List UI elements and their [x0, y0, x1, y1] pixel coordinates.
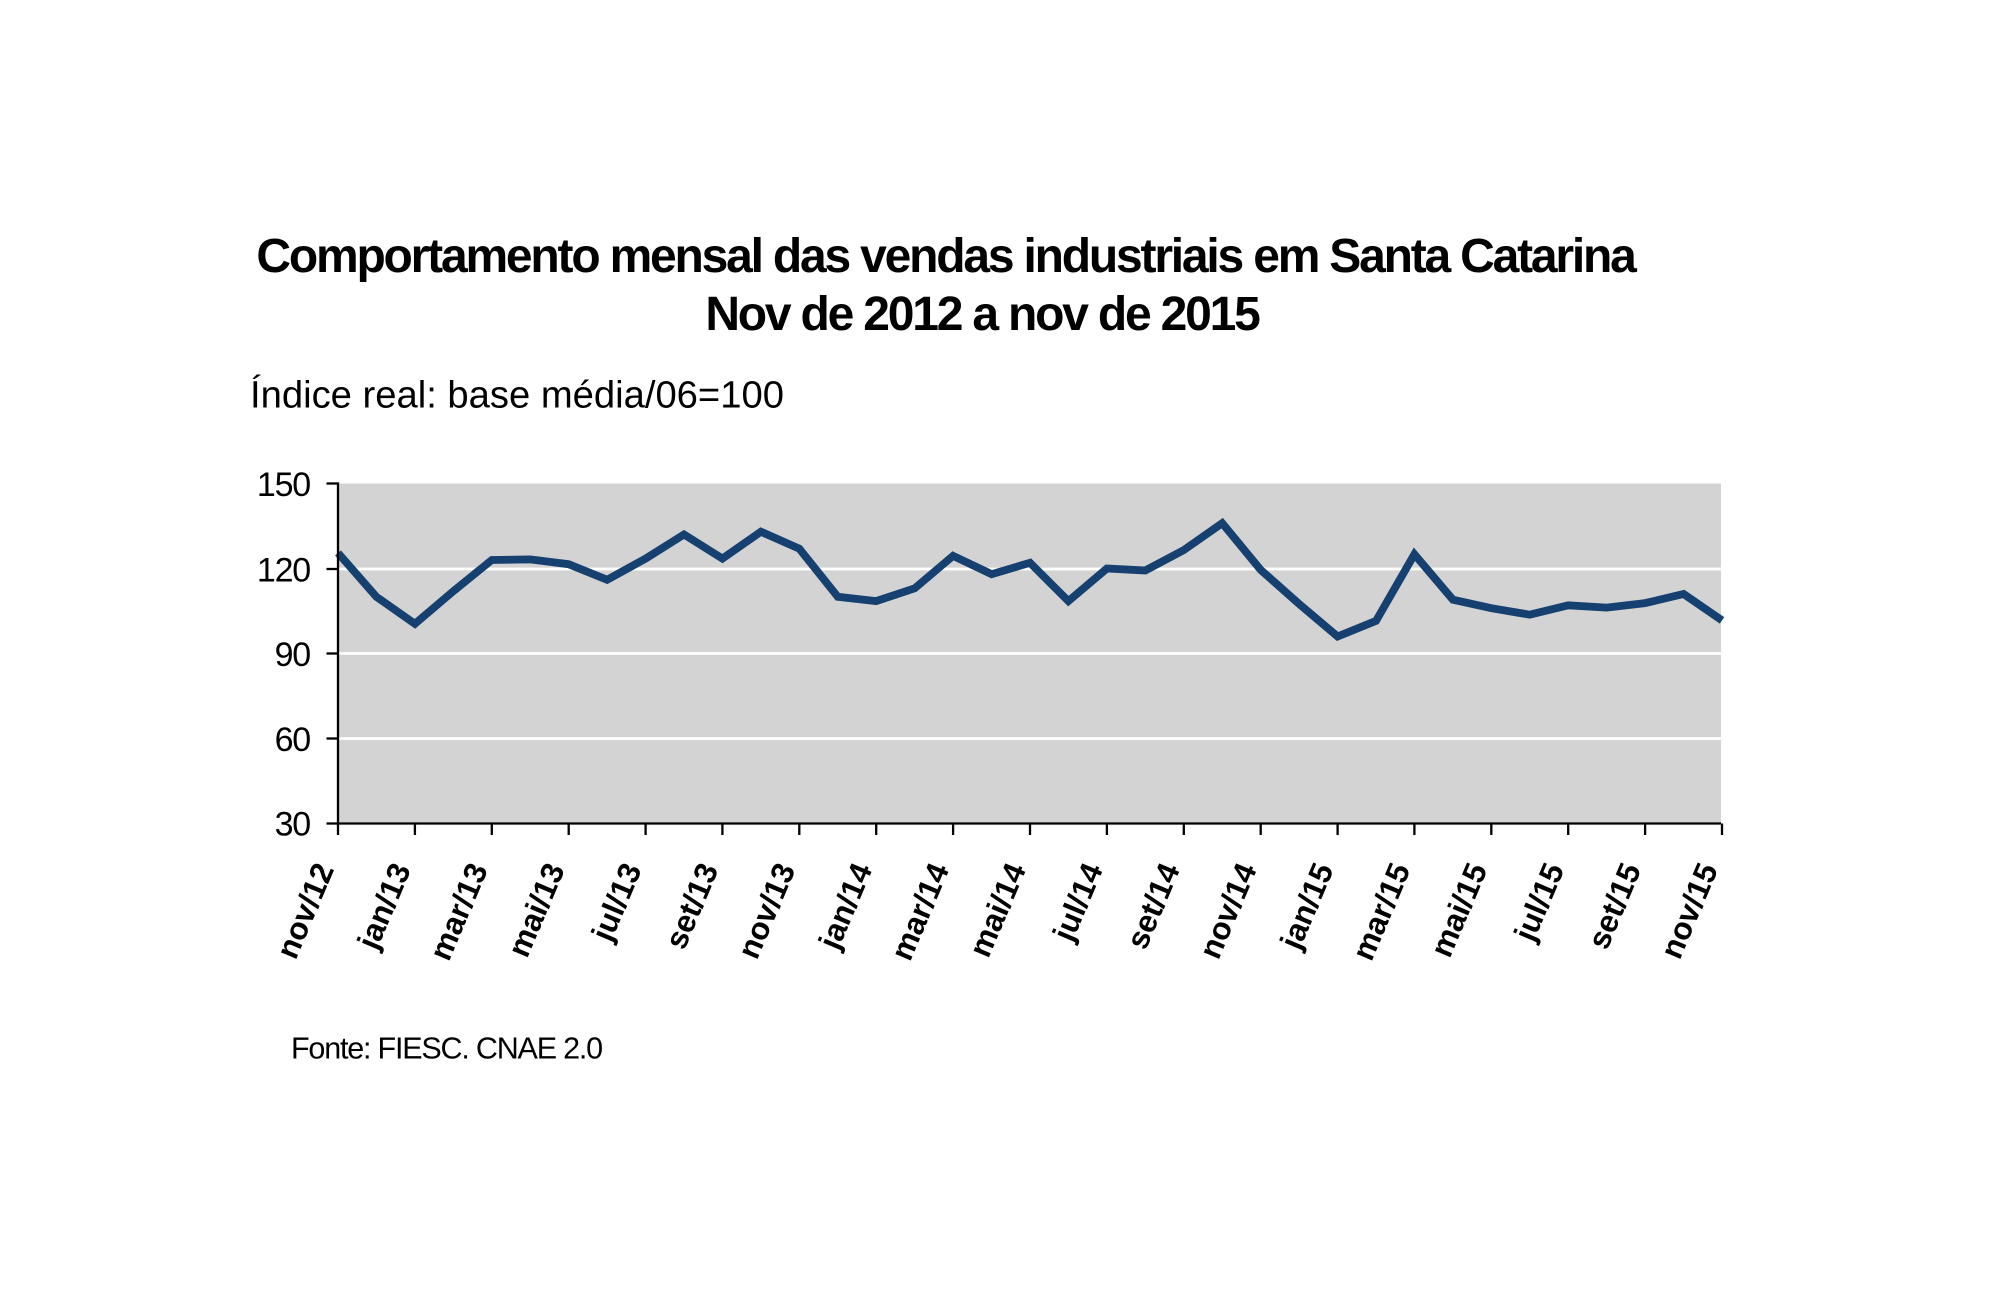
svg-text:mai/14: mai/14 — [961, 857, 1033, 962]
svg-text:mai/15: mai/15 — [1423, 858, 1494, 962]
svg-text:jul/13: jul/13 — [584, 858, 649, 947]
svg-text:jul/15: jul/15 — [1506, 858, 1571, 947]
svg-text:jan/14: jan/14 — [811, 857, 880, 955]
svg-text:mar/13: mar/13 — [422, 858, 495, 966]
svg-text:jul/14: jul/14 — [1045, 857, 1110, 947]
svg-text:nov/15: nov/15 — [1653, 858, 1725, 964]
svg-text:Fonte: FIESC. CNAE 2.0: Fonte: FIESC. CNAE 2.0 — [291, 1032, 602, 1066]
svg-text:150: 150 — [257, 466, 310, 504]
svg-text:jan/15: jan/15 — [1272, 858, 1340, 955]
svg-text:60: 60 — [275, 721, 311, 759]
svg-text:mai/13: mai/13 — [500, 858, 571, 962]
svg-text:120: 120 — [257, 552, 310, 590]
svg-text:set/14: set/14 — [1119, 857, 1187, 954]
svg-text:mar/15: mar/15 — [1345, 858, 1418, 966]
svg-text:set/15: set/15 — [1580, 858, 1648, 954]
svg-text:mar/14: mar/14 — [883, 857, 956, 965]
svg-text:Nov de 2012 a nov de 2015: Nov de 2012 a nov de 2015 — [705, 288, 1260, 341]
svg-text:jan/13: jan/13 — [349, 858, 417, 955]
svg-text:nov/13: nov/13 — [730, 858, 802, 964]
svg-text:90: 90 — [275, 636, 311, 674]
svg-text:Comportamento mensal das venda: Comportamento mensal das vendas industri… — [256, 230, 1637, 283]
svg-text:Índice real: base média/06=100: Índice real: base média/06=100 — [250, 374, 784, 417]
svg-text:nov/12: nov/12 — [269, 858, 341, 964]
svg-text:nov/14: nov/14 — [1192, 857, 1264, 963]
svg-text:30: 30 — [275, 806, 311, 844]
svg-text:set/13: set/13 — [657, 858, 725, 954]
